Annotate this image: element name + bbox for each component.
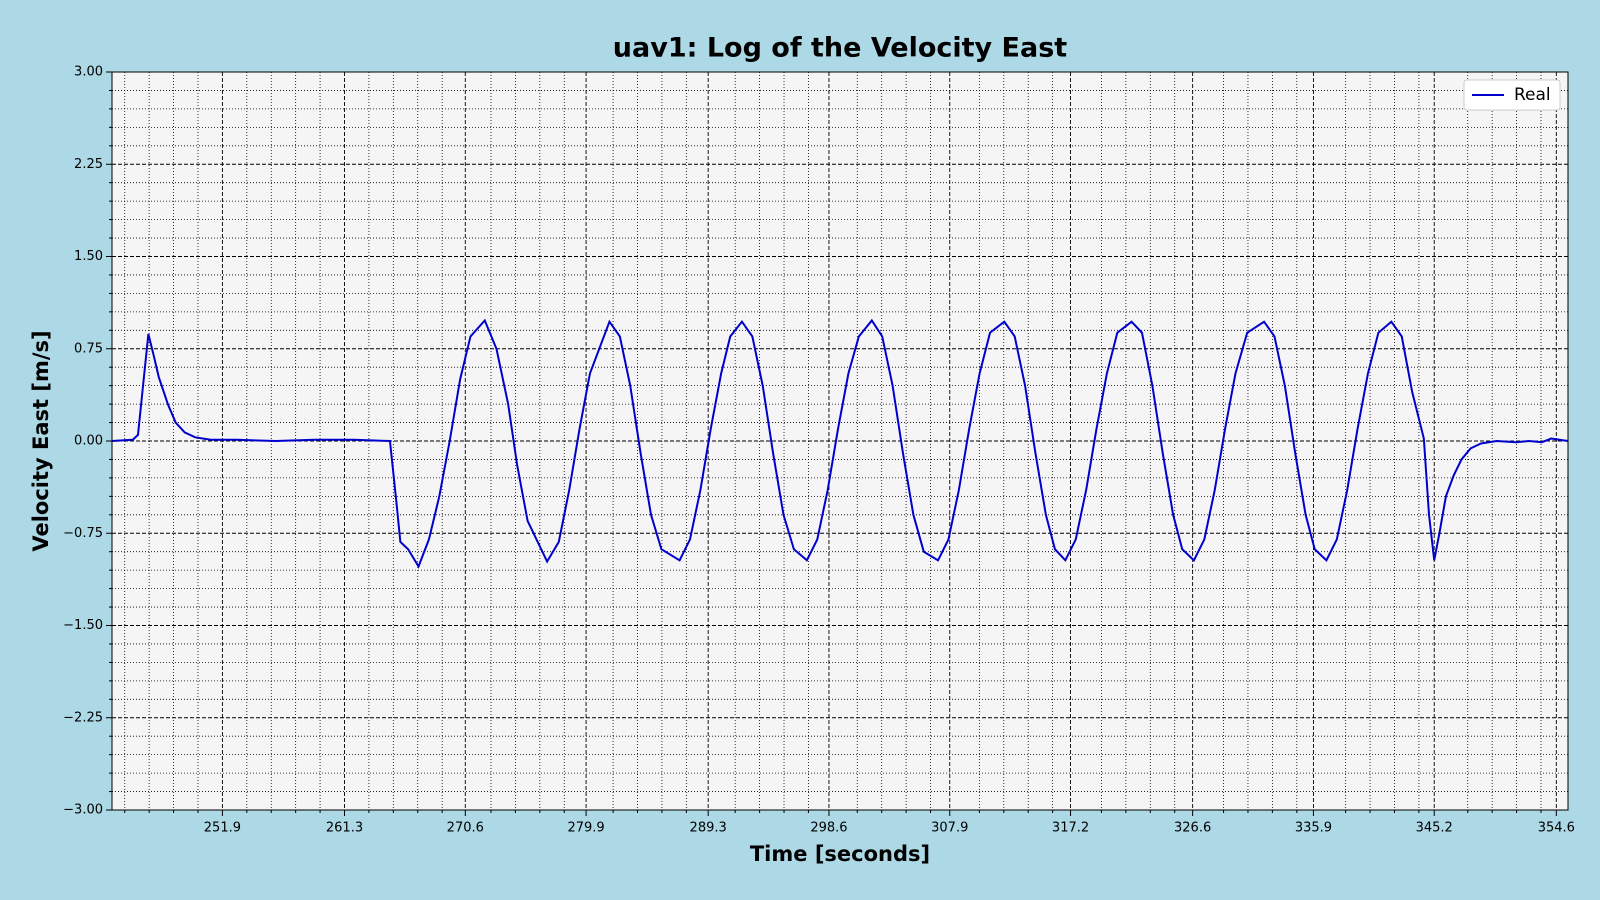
chart-title: uav1: Log of the Velocity East [613, 33, 1067, 64]
y-tick-label: −3.00 [63, 803, 103, 818]
legend-label: Real [1514, 85, 1551, 105]
x-tick-label: 261.3 [326, 821, 363, 836]
x-tick-label: 289.3 [690, 821, 727, 836]
y-axis-label: Velocity East [m/s] [29, 330, 53, 551]
plot-frame [111, 71, 1569, 811]
y-tick-label: 0.75 [74, 341, 103, 356]
y-tick-label: 2.25 [74, 157, 103, 172]
x-tick-label: 251.9 [204, 821, 241, 836]
y-tick-label: −0.75 [63, 526, 103, 541]
y-tick-label: 0.00 [74, 434, 103, 449]
data-line [111, 318, 1569, 569]
x-tick-label: 345.2 [1416, 821, 1453, 836]
x-tick-label: 335.9 [1295, 821, 1332, 836]
x-tick-label: 354.6 [1538, 821, 1575, 836]
x-tick-label: 317.2 [1052, 821, 1089, 836]
legend-box [1463, 79, 1561, 111]
y-tick-label: 1.50 [74, 249, 103, 264]
x-tick-label: 307.9 [931, 821, 968, 836]
x-axis-label: Time [seconds] [750, 842, 930, 866]
x-tick-label: 270.6 [447, 821, 484, 836]
x-tick-label: 279.9 [567, 821, 604, 836]
y-tick-label: −1.50 [63, 618, 103, 633]
x-tick-label: 298.6 [810, 821, 847, 836]
y-tick-label: 3.00 [74, 65, 103, 80]
y-tick-label: −2.25 [63, 710, 103, 725]
x-tick-label: 326.6 [1174, 821, 1211, 836]
